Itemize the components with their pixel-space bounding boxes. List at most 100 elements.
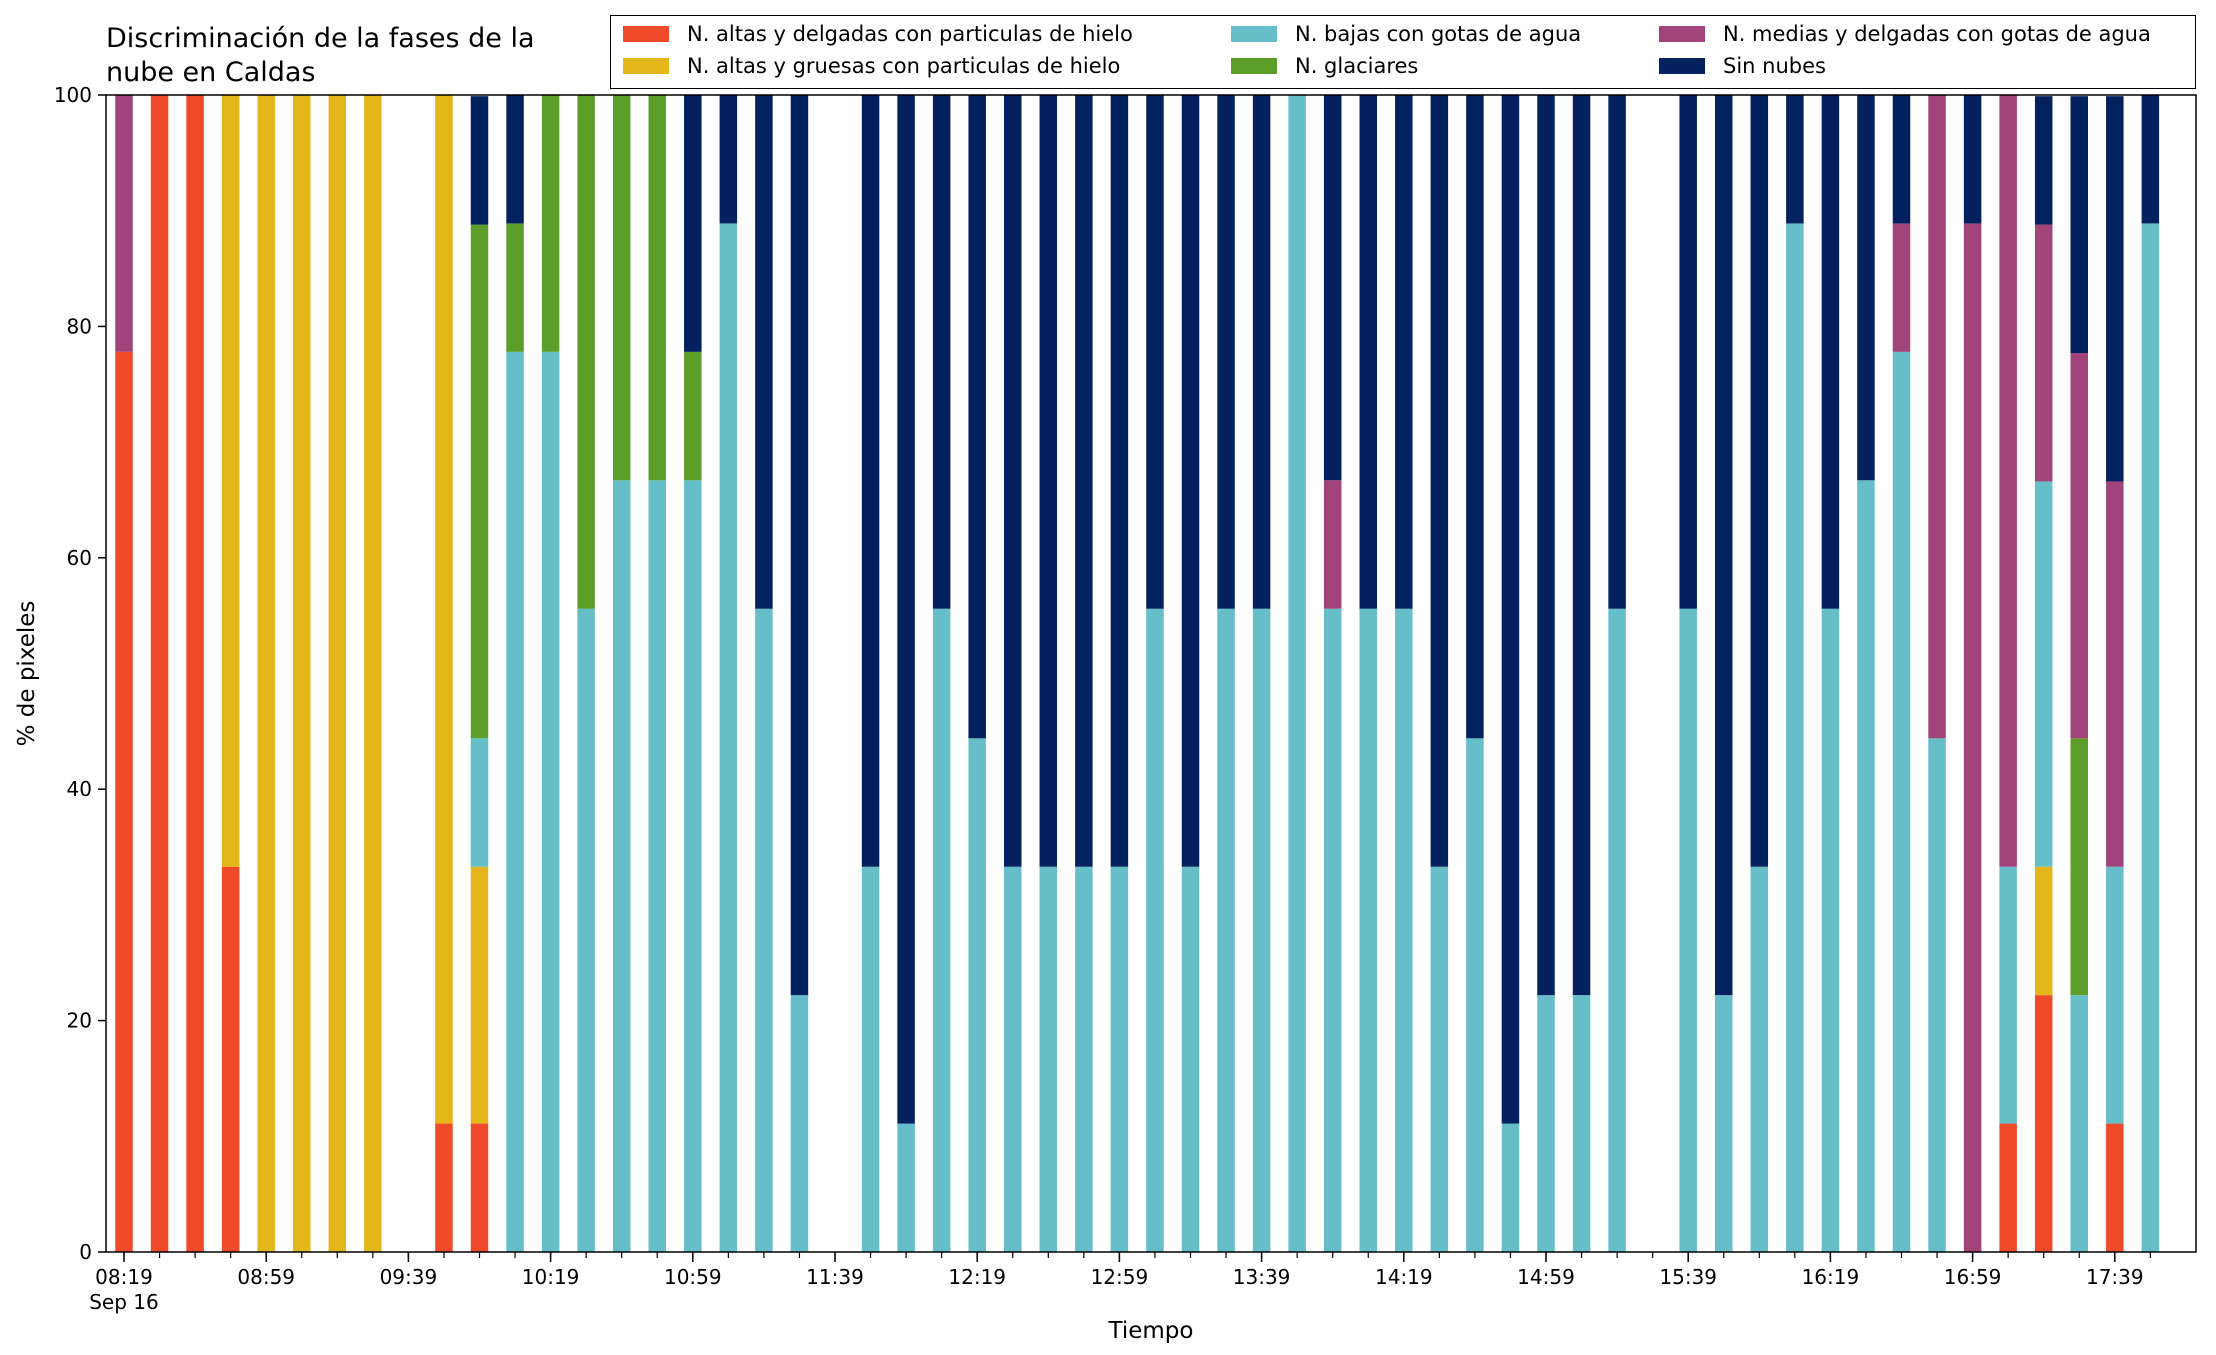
bar-segment-11:59-s5 xyxy=(897,95,915,1124)
x-axis-label: Tiempo xyxy=(1108,1318,1194,1344)
bar-segment-14:49-s2 xyxy=(1501,1123,1520,1252)
legend-swatch xyxy=(1659,26,1705,42)
bar-segment-14:09-s2 xyxy=(1359,608,1377,1252)
bar-segment-11:29-s2 xyxy=(790,995,809,1252)
bar-segment-16:19-s5 xyxy=(1821,95,1840,609)
bar-segment-10:49-s3 xyxy=(648,95,666,481)
bar-segment-10:59-s5 xyxy=(684,95,702,352)
legend-entry: Sin nubes xyxy=(1659,54,1826,78)
bar-segment-11:09-s5 xyxy=(719,95,738,224)
x-tick-label: 12:19 xyxy=(948,1265,1006,1289)
bar-segment-16:19-s2 xyxy=(1821,608,1840,1252)
bar-segment-16:09-s2 xyxy=(1786,223,1804,1252)
bar-segment-16:49-s4 xyxy=(1928,95,1946,739)
bar-segment-17:09-s2 xyxy=(1999,866,2017,1124)
bar-segment-11:09-s2 xyxy=(719,223,738,1252)
bar-segment-17:19-s2 xyxy=(2034,481,2053,867)
bar-segment-11:59-s2 xyxy=(897,1123,915,1252)
bar-segment-15:59-s5 xyxy=(1750,95,1769,867)
bar-segment-13:09-s2 xyxy=(1146,608,1164,1252)
bar-segment-17:19-s0 xyxy=(2034,995,2053,1252)
bar-segment-10:59-s3 xyxy=(684,351,702,481)
legend-swatch xyxy=(623,26,669,42)
x-tick-label: 10:59 xyxy=(664,1265,722,1289)
x-tick-label: 11:39 xyxy=(806,1265,864,1289)
bar-segment-14:19-s2 xyxy=(1395,608,1413,1252)
chart-title: Discriminación de la fases de la nube en… xyxy=(106,23,535,88)
bar-segment-08:29-s0 xyxy=(150,95,169,1252)
bar-segment-09:29-s1 xyxy=(364,95,382,1252)
bar-segment-09:59-s5 xyxy=(470,96,489,225)
bar-segment-16:09-s5 xyxy=(1786,95,1804,224)
bar-segment-12:59-s5 xyxy=(1110,95,1129,867)
bar-segment-08:59-s1 xyxy=(257,95,275,1252)
bar-segment-10:09-s3 xyxy=(506,223,524,352)
legend-label: N. altas y gruesas con particulas de hie… xyxy=(687,54,1121,78)
bar-segment-11:29-s5 xyxy=(790,95,809,996)
bar-segment-10:09-s5 xyxy=(506,95,524,224)
bar-segment-14:59-s2 xyxy=(1537,995,1555,1252)
bar-segment-17:19-s4 xyxy=(2034,224,2053,482)
x-tick-label: 17:39 xyxy=(2086,1265,2144,1289)
bar-segment-16:39-s4 xyxy=(1892,223,1911,352)
bar-segment-12:49-s2 xyxy=(1075,866,1093,1252)
bar-segment-10:39-s2 xyxy=(612,480,631,1252)
x-tick-label: 16:19 xyxy=(1802,1265,1860,1289)
x-tick-label: 16:59 xyxy=(1944,1265,2002,1289)
bar-segment-13:29-s2 xyxy=(1217,608,1235,1252)
bar-segment-14:29-s2 xyxy=(1430,866,1449,1252)
bar-segment-09:09-s1 xyxy=(293,95,311,1252)
bar-segment-14:19-s5 xyxy=(1395,95,1413,609)
bar-segment-11:19-s5 xyxy=(755,95,773,609)
bar-segment-08:19-s0 xyxy=(115,351,133,1252)
bar-segment-13:59-s5 xyxy=(1323,95,1342,481)
legend-entry: N. altas y delgadas con particulas de hi… xyxy=(623,22,1133,46)
bar-segment-11:19-s2 xyxy=(755,608,773,1252)
bar-segment-08:49-s0 xyxy=(221,866,240,1252)
bar-segment-16:39-s2 xyxy=(1892,351,1911,1252)
bar-segment-09:59-s1 xyxy=(470,866,489,1124)
bar-segment-12:19-s5 xyxy=(968,95,986,739)
bar-segment-17:29-s4 xyxy=(2070,353,2088,739)
bar-segment-09:49-s1 xyxy=(435,95,453,1124)
legend-entry: N. medias y delgadas con gotas de agua xyxy=(1659,22,2151,46)
bar-segment-08:39-s0 xyxy=(186,95,204,1252)
bar-segment-17:39-s0 xyxy=(2106,1123,2124,1252)
bar-segment-17:19-s5 xyxy=(2034,96,2053,225)
legend-label: N. glaciares xyxy=(1295,54,1419,78)
y-tick-label: 20 xyxy=(67,1009,92,1033)
x-tick-label: 09:39 xyxy=(380,1265,438,1289)
bar-segment-12:49-s5 xyxy=(1075,95,1093,867)
bar-segment-17:39-s4 xyxy=(2106,481,2124,867)
bar-segment-13:39-s5 xyxy=(1252,95,1271,609)
bar-segment-10:19-s3 xyxy=(541,95,560,352)
bar-segment-15:09-s5 xyxy=(1572,95,1591,996)
bar-segment-16:29-s5 xyxy=(1857,95,1875,481)
bar-segment-13:49-s2 xyxy=(1288,95,1306,1252)
bar-segment-16:29-s2 xyxy=(1857,480,1875,1252)
bar-segment-17:39-s5 xyxy=(2106,96,2124,482)
bar-segment-15:19-s2 xyxy=(1608,608,1626,1252)
bar-segment-10:19-s2 xyxy=(541,351,560,1252)
legend-swatch xyxy=(1231,26,1277,42)
x-tick-label: 13:39 xyxy=(1233,1265,1291,1289)
bar-segment-10:39-s3 xyxy=(612,95,631,481)
bar-segment-12:09-s2 xyxy=(932,608,951,1252)
bar-segment-16:49-s2 xyxy=(1928,738,1946,1252)
bar-segment-16:59-s5 xyxy=(1963,95,1982,224)
bar-segment-12:39-s5 xyxy=(1039,95,1058,867)
bar-segment-11:49-s5 xyxy=(861,95,880,867)
x-tick-label: 08:19 xyxy=(95,1265,153,1289)
bar-segment-15:49-s2 xyxy=(1715,995,1733,1252)
bar-segment-13:59-s4 xyxy=(1323,480,1342,609)
bar-segment-14:59-s5 xyxy=(1537,95,1555,996)
y-tick-label: 0 xyxy=(79,1240,92,1264)
x-tick-sublabel: Sep 16 xyxy=(89,1290,159,1314)
bar-segment-10:29-s3 xyxy=(577,95,595,609)
y-tick-label: 40 xyxy=(67,777,92,801)
bar-segment-09:19-s1 xyxy=(328,95,347,1252)
x-tick-label: 10:19 xyxy=(522,1265,580,1289)
legend-label: N. bajas con gotas de agua xyxy=(1295,22,1582,46)
legend-entry: N. bajas con gotas de agua xyxy=(1231,22,1581,46)
